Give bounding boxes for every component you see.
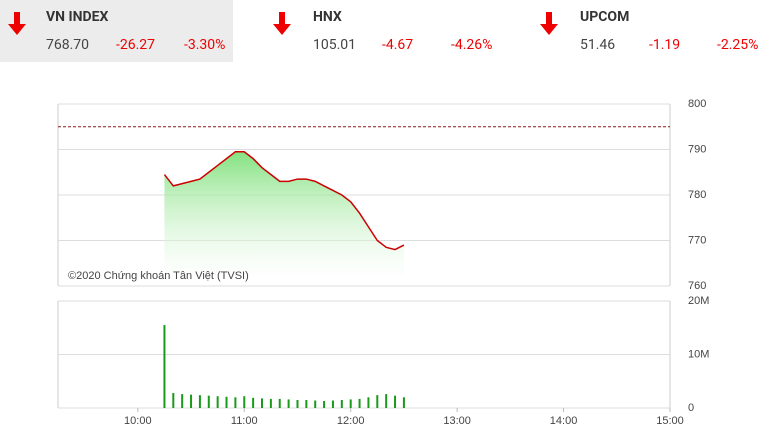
volume-bar bbox=[278, 398, 281, 408]
volume-bar bbox=[190, 394, 193, 408]
volume-bar bbox=[331, 400, 334, 408]
index-name: VN INDEX bbox=[46, 9, 109, 25]
index-percent: -2.25% bbox=[717, 37, 759, 53]
x-tick-label: 12:00 bbox=[337, 415, 365, 427]
y-tick-label: 780 bbox=[688, 189, 706, 201]
volume-bar bbox=[163, 325, 166, 408]
x-tick-label: 13:00 bbox=[443, 415, 471, 427]
volume-bar bbox=[287, 399, 290, 408]
down-arrow bbox=[540, 12, 558, 35]
x-tick-label: 10:00 bbox=[124, 415, 152, 427]
y-tick-label: 10M bbox=[688, 348, 709, 360]
volume-bar bbox=[172, 393, 175, 408]
volume-bar bbox=[216, 396, 219, 408]
volume-bar bbox=[376, 395, 379, 408]
index-tile[interactable]: VN INDEX 768.70 -26.27 -3.30% bbox=[0, 0, 233, 62]
y-tick-label: 790 bbox=[688, 143, 706, 155]
x-tick-label: 15:00 bbox=[656, 415, 684, 427]
index-name: HNX bbox=[313, 9, 342, 25]
index-value: 105.01 bbox=[313, 37, 357, 53]
volume-bar bbox=[305, 399, 308, 408]
y-tick-label: 770 bbox=[688, 234, 706, 246]
area-fill bbox=[164, 151, 404, 280]
y-tick-label: 800 bbox=[688, 98, 706, 110]
index-change: -4.67 bbox=[382, 37, 414, 53]
volume-bar bbox=[402, 397, 405, 408]
volume-bar bbox=[207, 395, 210, 408]
index-name: UPCOM bbox=[580, 9, 630, 25]
volume-bar bbox=[340, 399, 343, 408]
index-change: -26.27 bbox=[116, 37, 156, 53]
volume-bar bbox=[367, 397, 370, 408]
volume-bar bbox=[252, 397, 255, 408]
volume-bar bbox=[394, 395, 397, 408]
index-tile[interactable]: HNX 105.01 -4.67 -4.26% bbox=[233, 0, 501, 62]
volume-bar bbox=[323, 401, 326, 408]
volume-bar bbox=[358, 398, 361, 408]
volume-bar bbox=[385, 394, 388, 408]
chart: 760 770 780 790 800 ©2020 Chứng khoán Tân Việ… bbox=[57, 98, 709, 427]
volume-bar bbox=[225, 396, 228, 408]
index-tiles: VN INDEX 768.70 -26.27 -3.30% HNX 105.01… bbox=[0, 0, 768, 62]
index-value: 51.46 bbox=[580, 37, 616, 53]
y-tick-label: 0 bbox=[688, 402, 694, 414]
x-tick-label: 11:00 bbox=[231, 415, 258, 427]
volume-bar bbox=[198, 395, 201, 408]
index-percent: -4.26% bbox=[451, 37, 493, 53]
index-value: 768.70 bbox=[46, 37, 90, 53]
y-tick-label: 760 bbox=[688, 280, 706, 292]
volume-bar bbox=[349, 399, 352, 408]
volume-bar bbox=[314, 400, 317, 408]
annotation: ©2020 Chứng khoán Tân Việt (TVSI) bbox=[68, 270, 249, 282]
down-arrow bbox=[8, 12, 26, 35]
volume-bar bbox=[243, 396, 246, 408]
volume-bar bbox=[269, 398, 272, 408]
volume-bar bbox=[234, 397, 237, 408]
down-arrow bbox=[273, 12, 291, 35]
volume-bar bbox=[181, 394, 184, 408]
index-change: -1.19 bbox=[649, 37, 681, 53]
index-tile[interactable]: UPCOM 51.46 -1.19 -2.25% bbox=[501, 0, 768, 62]
volume-bar bbox=[261, 398, 263, 408]
price-line bbox=[163, 151, 405, 251]
x-tick-label: 14:00 bbox=[550, 415, 578, 427]
index-percent: -3.30% bbox=[184, 37, 226, 53]
volume-bar bbox=[296, 399, 299, 408]
y-tick-label: 20M bbox=[688, 295, 709, 307]
